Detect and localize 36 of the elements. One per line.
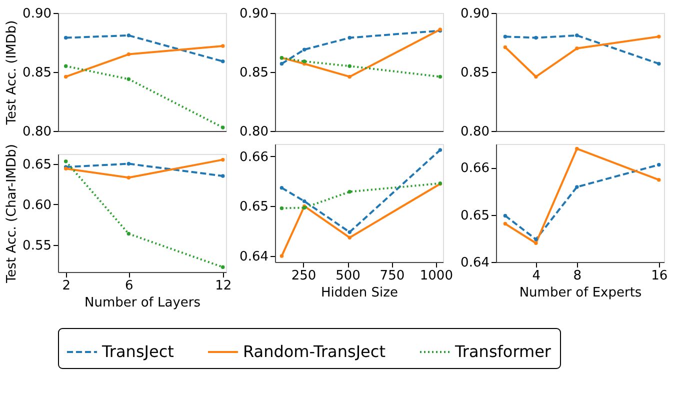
x-tick-label: 16	[651, 268, 668, 284]
x-tick-label: 2	[62, 278, 70, 294]
y-tick-label: 0.90	[460, 6, 490, 22]
x-tick-label: 750	[380, 268, 405, 284]
y-tick-label: 0.64	[240, 250, 268, 265]
y-tick-label: 0.64	[460, 256, 490, 270]
y-tick-label: 0.55	[22, 238, 52, 254]
y-axis-title: Test Acc. (IMDb)	[4, 20, 20, 126]
x-axis-title: Hidden Size	[321, 286, 398, 300]
y-tick-label: 0.85	[460, 66, 490, 80]
y-tick-label: 0.90	[240, 6, 268, 22]
y-tick-label: 0.80	[460, 124, 490, 140]
y-tick-label: 0.80	[22, 124, 52, 140]
legend-label: Random-TransJect	[243, 342, 386, 361]
legend-label: Transformer	[454, 342, 552, 361]
x-tick-label: 1000	[420, 268, 453, 284]
y-tick-label: 0.60	[22, 198, 52, 213]
y-tick-label: 0.85	[22, 66, 52, 80]
legend-label: TransJect	[101, 342, 174, 361]
x-axis-title: Number of Layers	[84, 296, 201, 310]
y-tick-label: 0.65	[460, 208, 490, 224]
y-tick-label: 0.85	[240, 66, 268, 80]
y-tick-label: 0.65	[22, 157, 52, 172]
x-tick-label: 6	[125, 278, 134, 294]
x-tick-label: 250	[291, 268, 316, 284]
x-tick-label: 12	[215, 278, 232, 294]
x-axis-title: Number of Experts	[519, 286, 642, 300]
y-tick-label: 0.90	[22, 6, 52, 22]
y-tick-label: 0.66	[460, 161, 490, 176]
x-tick-label: 8	[573, 268, 582, 284]
x-tick-label: 4	[532, 268, 541, 284]
y-axis-title: Test Acc. (Char-IMDb)	[4, 144, 20, 284]
x-tick-label: 500	[336, 268, 360, 284]
y-tick-label: 0.80	[240, 124, 268, 140]
y-tick-label: 0.65	[240, 200, 268, 215]
y-tick-label: 0.66	[240, 150, 268, 165]
